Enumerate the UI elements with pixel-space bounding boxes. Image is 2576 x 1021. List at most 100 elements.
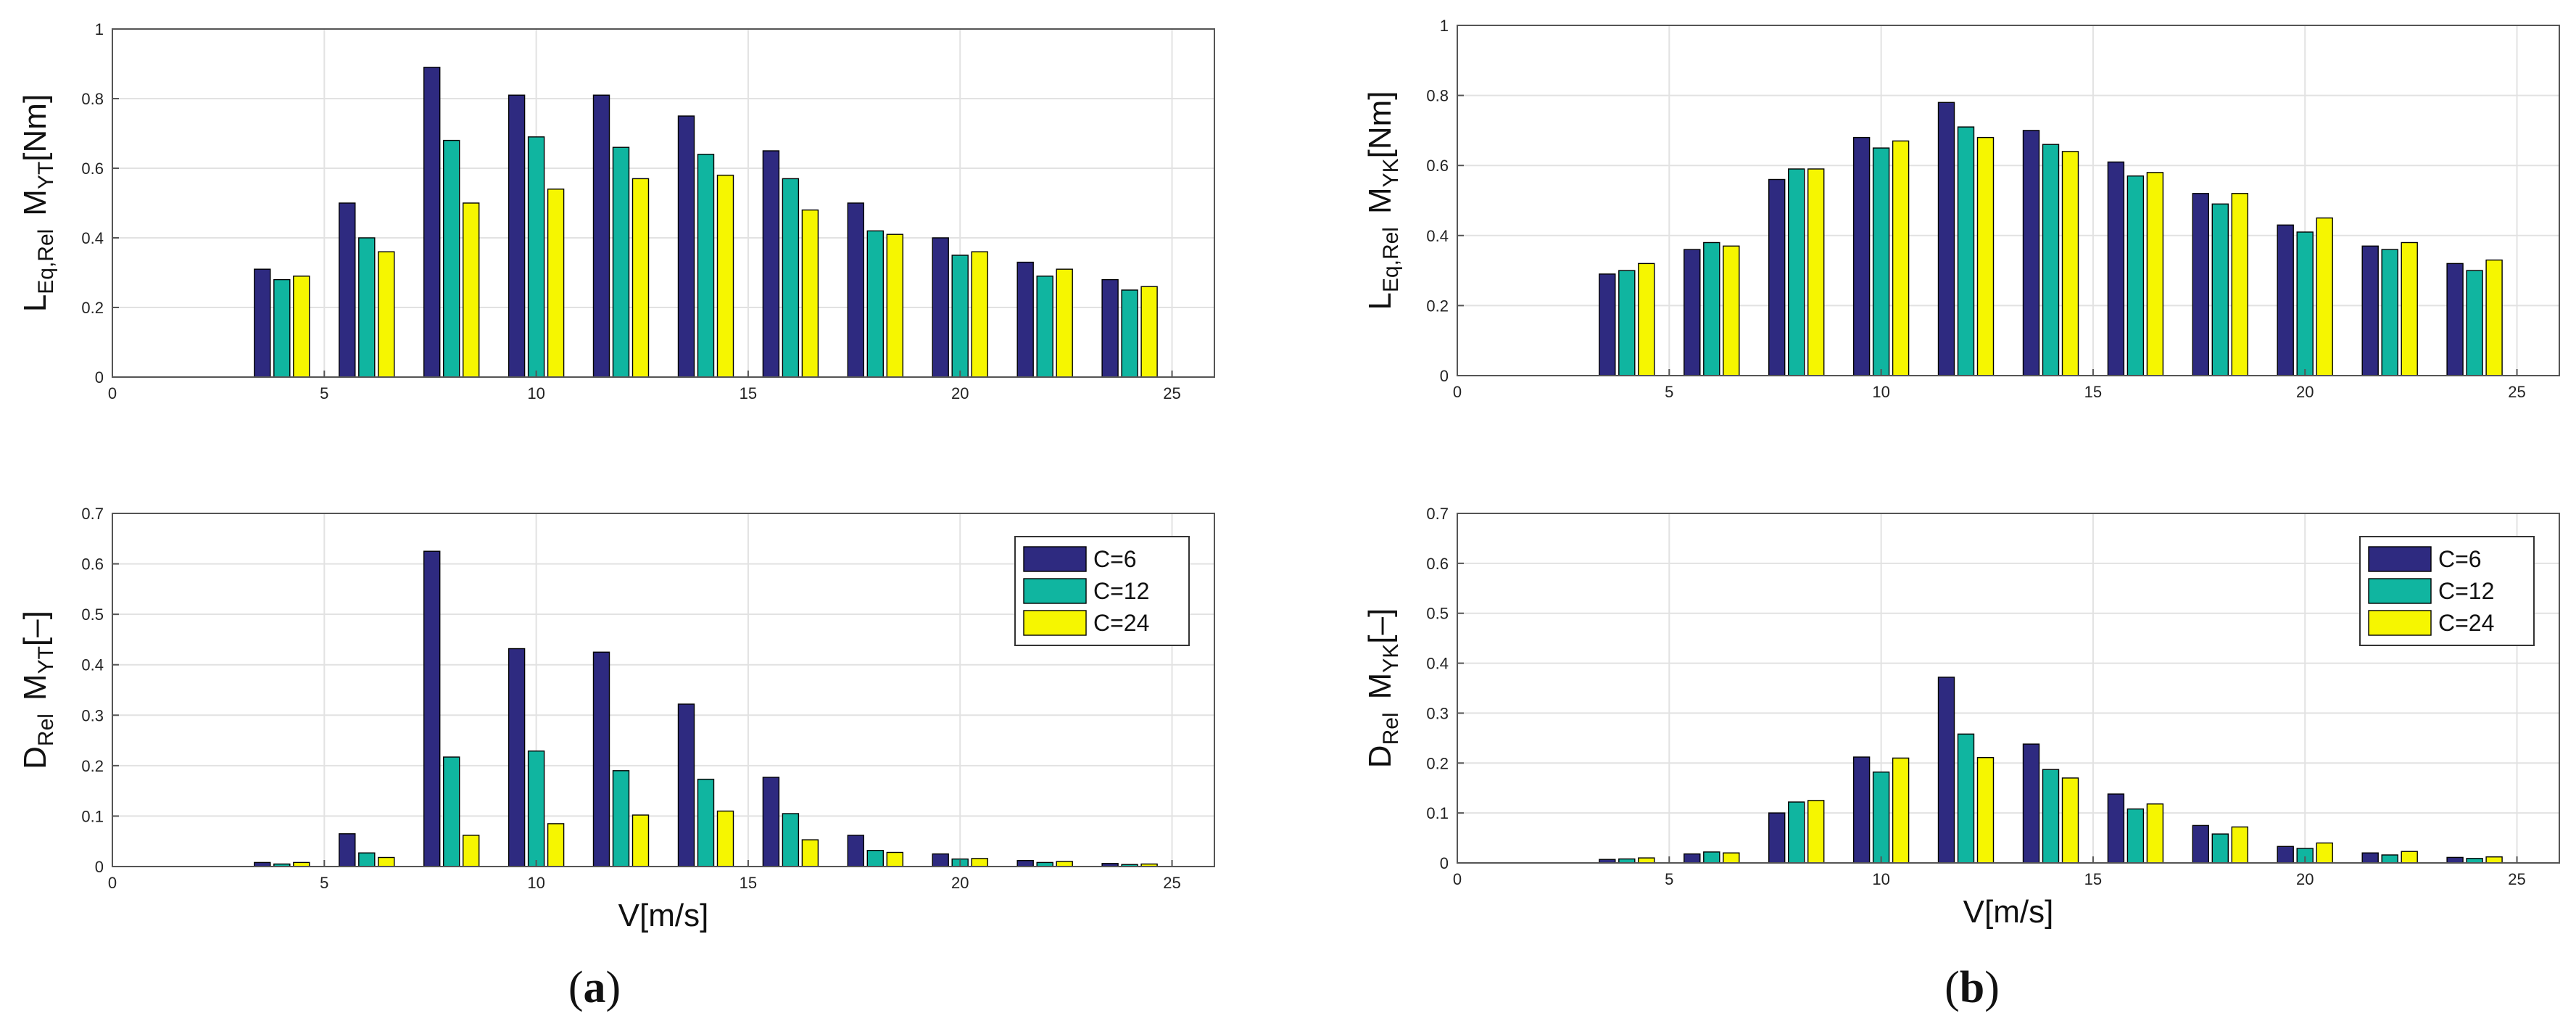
y-tick-label: 0.6 bbox=[1426, 555, 1449, 573]
x-axis-label: V[m/s] bbox=[618, 898, 709, 933]
y-label-main: L bbox=[1362, 292, 1398, 310]
y-tick-label: 0.6 bbox=[1426, 157, 1449, 175]
bar bbox=[2211, 833, 2229, 864]
series-C=6 bbox=[1599, 102, 2464, 376]
captions-layer: (a) (b) bbox=[568, 963, 2000, 1012]
x-tick-label: 15 bbox=[740, 874, 757, 892]
bar bbox=[762, 777, 780, 867]
y-label-main-sub: Rel bbox=[1379, 712, 1403, 745]
bar bbox=[2316, 842, 2333, 864]
legend-swatch bbox=[2368, 546, 2432, 572]
bar bbox=[358, 852, 376, 867]
bar bbox=[612, 770, 630, 867]
y-label-main-sub: Eq,Rel bbox=[1379, 227, 1403, 292]
y-axis-label: LEq,Rel MYT[Nm] bbox=[17, 94, 58, 312]
y-tick-label: 0.1 bbox=[1426, 804, 1449, 822]
y-tick-label: 0.8 bbox=[1426, 87, 1449, 105]
y-tick-label: 0 bbox=[1440, 854, 1449, 872]
x-tick-label: 5 bbox=[320, 874, 328, 892]
bar bbox=[2061, 777, 2079, 864]
bar bbox=[2381, 854, 2398, 864]
y-label-var-sub: YT bbox=[34, 162, 58, 189]
x-tick-label: 0 bbox=[1453, 383, 1462, 401]
bar bbox=[358, 237, 376, 378]
y-tick-label: 0.6 bbox=[81, 555, 104, 574]
series-C=6 bbox=[1599, 677, 2464, 864]
bar bbox=[2446, 856, 2464, 864]
bar bbox=[716, 810, 734, 867]
y-label-unit: [–] bbox=[17, 611, 53, 646]
bar bbox=[1056, 268, 1073, 378]
y-axis-label: LEq,Rel MYK[Nm] bbox=[1362, 91, 1403, 310]
bar bbox=[2146, 803, 2164, 864]
x-tick-label: 15 bbox=[740, 384, 757, 402]
bar bbox=[1638, 857, 1655, 864]
y-tick-label: 1 bbox=[95, 20, 104, 38]
bar bbox=[886, 233, 904, 378]
bar bbox=[2042, 144, 2060, 376]
caption-b-close: ) bbox=[1984, 963, 2000, 1012]
chart-b-top: 0 5 10 15 20 25 0 0.2 0.4 0.6 0.8 1 LEq,Rel MYK[Nm] bbox=[1362, 17, 2560, 401]
bar bbox=[2316, 217, 2333, 376]
x-tick-label: 20 bbox=[951, 384, 969, 402]
bar bbox=[1056, 861, 1073, 867]
bar bbox=[1787, 801, 1805, 864]
y-label-main-sub: Rel bbox=[34, 714, 58, 746]
bar bbox=[423, 550, 441, 867]
bar bbox=[592, 94, 610, 378]
series-C=12 bbox=[1618, 126, 2483, 376]
y-tick-label: 0.3 bbox=[81, 706, 104, 724]
axes-frame bbox=[112, 28, 1215, 378]
bar bbox=[2022, 130, 2040, 376]
legend-swatch bbox=[1023, 546, 1087, 572]
legend-label: C=6 bbox=[2438, 546, 2482, 572]
bar bbox=[1852, 136, 1871, 376]
axes-frame bbox=[1457, 513, 2560, 864]
bar bbox=[1121, 289, 1138, 378]
y-tick-label: 0.2 bbox=[81, 757, 104, 775]
bar bbox=[971, 251, 988, 378]
bar bbox=[547, 189, 565, 378]
bar bbox=[697, 778, 715, 867]
bar bbox=[2296, 231, 2314, 376]
bar bbox=[339, 833, 356, 867]
bar bbox=[1768, 812, 1786, 864]
bar bbox=[508, 94, 526, 378]
bar bbox=[547, 823, 565, 867]
y-label-var-sub: YT bbox=[34, 646, 58, 674]
y-tick-label: 0.5 bbox=[1426, 605, 1449, 623]
bar bbox=[423, 67, 441, 378]
legend-swatch bbox=[1023, 578, 1087, 604]
bar bbox=[612, 146, 630, 378]
x-tick-label: 0 bbox=[108, 384, 117, 402]
bar bbox=[631, 814, 650, 867]
x-tick-label: 0 bbox=[108, 874, 117, 892]
bar bbox=[1703, 851, 1720, 864]
bar bbox=[2231, 193, 2249, 376]
y-axis-label: DRel MYK[–] bbox=[1362, 608, 1403, 768]
series-C=12 bbox=[1618, 733, 2483, 864]
bar bbox=[1892, 757, 1910, 864]
caption-a: (a) bbox=[568, 963, 621, 1012]
y-label-main-sub: Eq,Rel bbox=[34, 229, 58, 294]
legend-label: C=12 bbox=[2438, 578, 2494, 604]
y-label-var: M bbox=[17, 189, 53, 216]
bar bbox=[2192, 193, 2210, 376]
y-tick-label: 0.8 bbox=[81, 90, 104, 108]
bar bbox=[463, 202, 480, 378]
y-tick-label: 0.3 bbox=[1426, 704, 1449, 722]
x-tick-label: 20 bbox=[2296, 383, 2314, 401]
x-tick-label: 10 bbox=[1872, 383, 1889, 401]
bar bbox=[508, 648, 526, 867]
bar bbox=[1807, 800, 1825, 864]
series-C=12 bbox=[273, 136, 1138, 378]
bar bbox=[677, 115, 695, 378]
y-tick-label: 0 bbox=[95, 858, 104, 876]
bar bbox=[1618, 270, 1636, 376]
bar bbox=[2146, 172, 2164, 376]
bar bbox=[1723, 245, 1740, 376]
bar bbox=[273, 278, 291, 378]
bar bbox=[2485, 856, 2503, 864]
bar bbox=[254, 268, 271, 378]
